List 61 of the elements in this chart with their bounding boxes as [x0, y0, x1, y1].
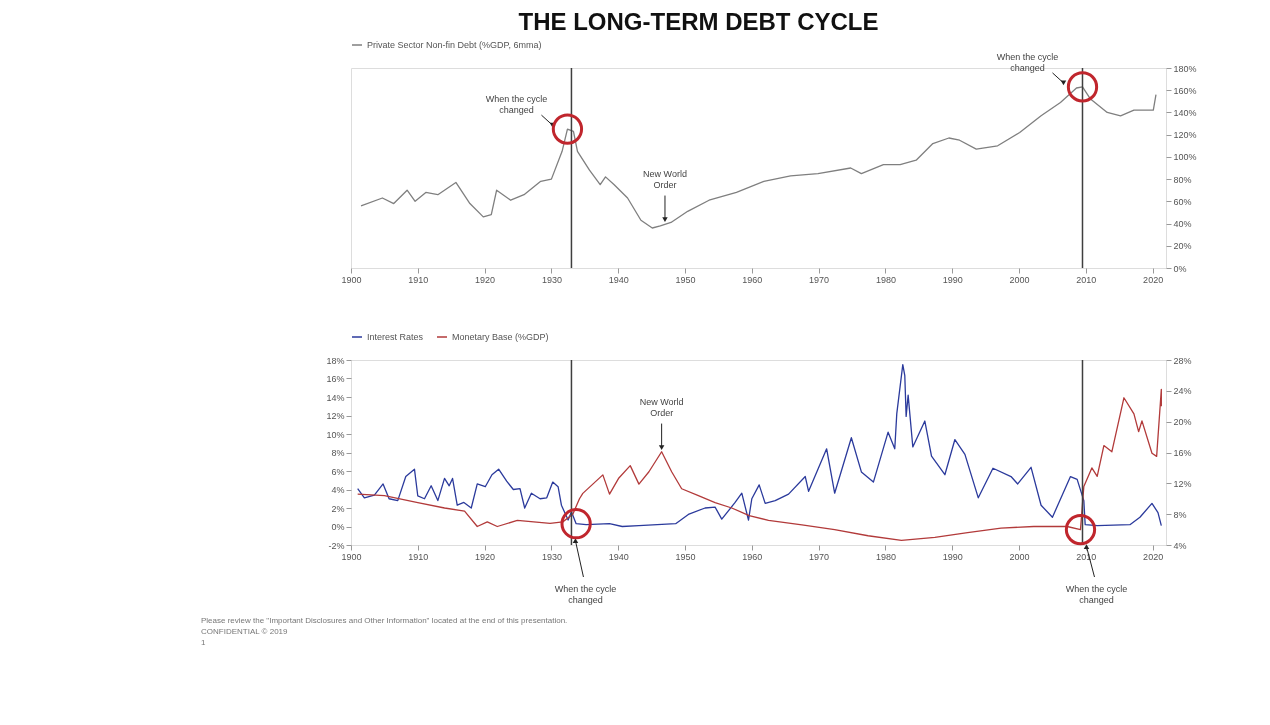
text: 1: [201, 638, 206, 647]
x-tick-label: 2020: [1143, 274, 1164, 285]
y-tick-label: 10%: [326, 429, 345, 440]
y-tick-label: 80%: [1173, 174, 1192, 185]
y-tick-label: 140%: [1173, 107, 1197, 118]
y2-tick-label: 24%: [1173, 386, 1192, 397]
y-tick-label: -2%: [328, 540, 345, 551]
x-tick-label: 2010: [1076, 274, 1097, 285]
x-tick-label: 1960: [742, 551, 763, 562]
y-tick-label: 20%: [1173, 241, 1192, 252]
x-tick-label: 1950: [675, 274, 696, 285]
ref-line-label: When the cycle changed: [1065, 584, 1128, 605]
x-tick-label: 1930: [541, 274, 562, 285]
x-tick-label: 1910: [408, 274, 429, 285]
text: CONFIDENTIAL © 2019: [201, 627, 289, 636]
y-tick-label: 120%: [1173, 130, 1197, 141]
x-tick-label: 1980: [875, 274, 896, 285]
x-tick-label: 1910: [408, 551, 429, 562]
legend-label: Interest Rates: [367, 332, 424, 342]
x-tick-label: 1930: [541, 551, 562, 562]
x-tick-label: 2000: [1009, 551, 1030, 562]
x-tick-label: 1970: [809, 274, 830, 285]
x-tick-label: 1990: [942, 551, 963, 562]
y-tick-label: 16%: [326, 374, 345, 384]
x-tick-label: 1920: [475, 274, 496, 285]
x-tick-label: 1900: [341, 551, 362, 562]
y-tick-label: 12%: [326, 411, 345, 421]
y-tick-label: 4%: [331, 485, 345, 495]
x-tick-label: 2020: [1143, 551, 1164, 562]
y-tick-label: 2%: [331, 503, 345, 514]
legend-label: Private Sector Non-fin Debt (%GDP, 6mma): [367, 40, 542, 50]
y-tick-label: 60%: [1173, 196, 1192, 207]
x-tick-label: 1990: [942, 274, 963, 285]
ref-line-label: When the cycle changed: [554, 584, 617, 605]
annotation: New World Order: [639, 396, 684, 418]
y-tick-label: 180%: [1173, 63, 1197, 74]
ref-line-label: When the cycle changed: [996, 51, 1059, 73]
y-tick-label: 0%: [331, 522, 345, 532]
x-tick-label: 1970: [809, 551, 830, 562]
x-tick-label: 1940: [608, 551, 629, 562]
y-tick-label: 100%: [1173, 152, 1197, 163]
y-tick-label: 40%: [1173, 219, 1192, 230]
y-tick-label: 14%: [326, 392, 345, 403]
y-tick-label: 18%: [326, 355, 345, 366]
x-tick-label: 2000: [1009, 274, 1030, 285]
ref-line-label: When the cycle changed: [485, 94, 548, 116]
x-tick-label: 1940: [608, 274, 629, 285]
x-tick-label: 1950: [675, 551, 696, 562]
annotation: New World Order: [643, 168, 687, 190]
y-tick-label: 6%: [331, 466, 345, 477]
y-tick-label: 160%: [1173, 85, 1197, 96]
x-tick-label: 1980: [875, 551, 896, 562]
legend-label: Monetary Base (%GDP): [452, 332, 549, 342]
y-tick-label: 8%: [331, 448, 345, 458]
y-tick-label: 0%: [1173, 263, 1187, 274]
text: Please review the "Important Disclosures and Other Information" located at the end of this presentation.: [201, 616, 568, 625]
x-tick-label: 1900: [341, 274, 362, 285]
x-tick-label: 1960: [742, 274, 763, 285]
y2-tick-label: 28%: [1173, 355, 1192, 366]
chart-title: THE LONG-TERM DEBT CYCLE: [518, 7, 879, 35]
x-tick-label: 1920: [475, 551, 496, 562]
